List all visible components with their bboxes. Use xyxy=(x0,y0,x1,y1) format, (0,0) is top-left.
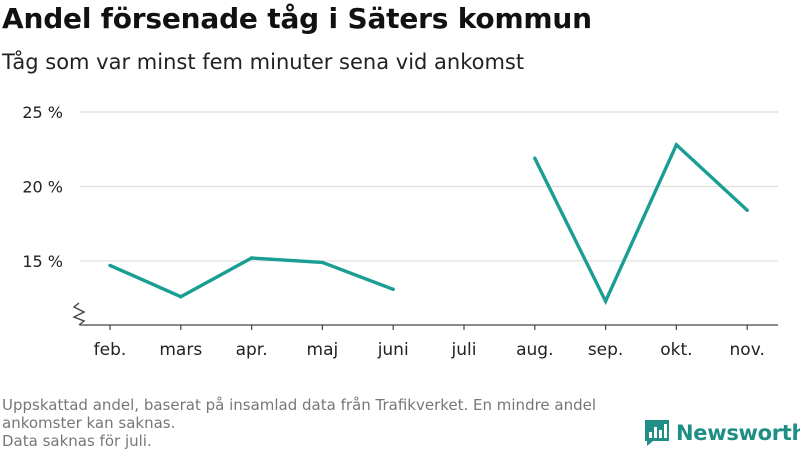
data-point xyxy=(674,143,679,147)
data-point xyxy=(108,263,112,268)
data-point xyxy=(745,208,749,213)
footnote-missing-data: Data saknas för juli. xyxy=(2,432,152,450)
y-tick-label: 20 % xyxy=(22,177,63,196)
x-tick-label: feb. xyxy=(94,340,127,360)
chart-subtitle: Tåg som var minst fem minuter sena vid a… xyxy=(2,50,525,74)
x-tick-label: mars xyxy=(159,340,202,360)
data-point xyxy=(391,287,395,291)
y-tick-label: 15 % xyxy=(22,252,63,271)
x-tick-label: apr. xyxy=(236,340,268,360)
footnote: Uppskattad andel, baserat på insamlad da… xyxy=(2,396,632,450)
x-tick-label: nov. xyxy=(730,340,765,360)
data-point xyxy=(603,299,608,303)
y-tick-label: 25 % xyxy=(22,103,63,122)
data-point xyxy=(320,260,325,265)
y-axis-break-icon xyxy=(72,302,86,326)
x-tick-label: aug. xyxy=(516,340,553,360)
x-tick-label: okt. xyxy=(660,340,692,360)
brand-name: Newsworthy xyxy=(676,421,800,445)
data-point xyxy=(533,156,537,160)
series-line xyxy=(109,256,394,299)
series-line xyxy=(533,141,749,306)
data-point xyxy=(249,256,254,260)
x-tick-label: juni xyxy=(377,340,409,360)
bar-chart-logo-icon xyxy=(645,420,669,446)
x-tick-label: juli xyxy=(451,340,477,360)
footnote-source: Uppskattad andel, baserat på insamlad da… xyxy=(2,396,597,432)
x-tick-label: sep. xyxy=(588,340,624,360)
chart-title: Andel försenade tåg i Säters kommun xyxy=(2,2,592,35)
data-point xyxy=(179,294,183,299)
brand-logo: Newsworthy xyxy=(644,419,800,447)
x-tick-label: maj xyxy=(307,340,339,360)
